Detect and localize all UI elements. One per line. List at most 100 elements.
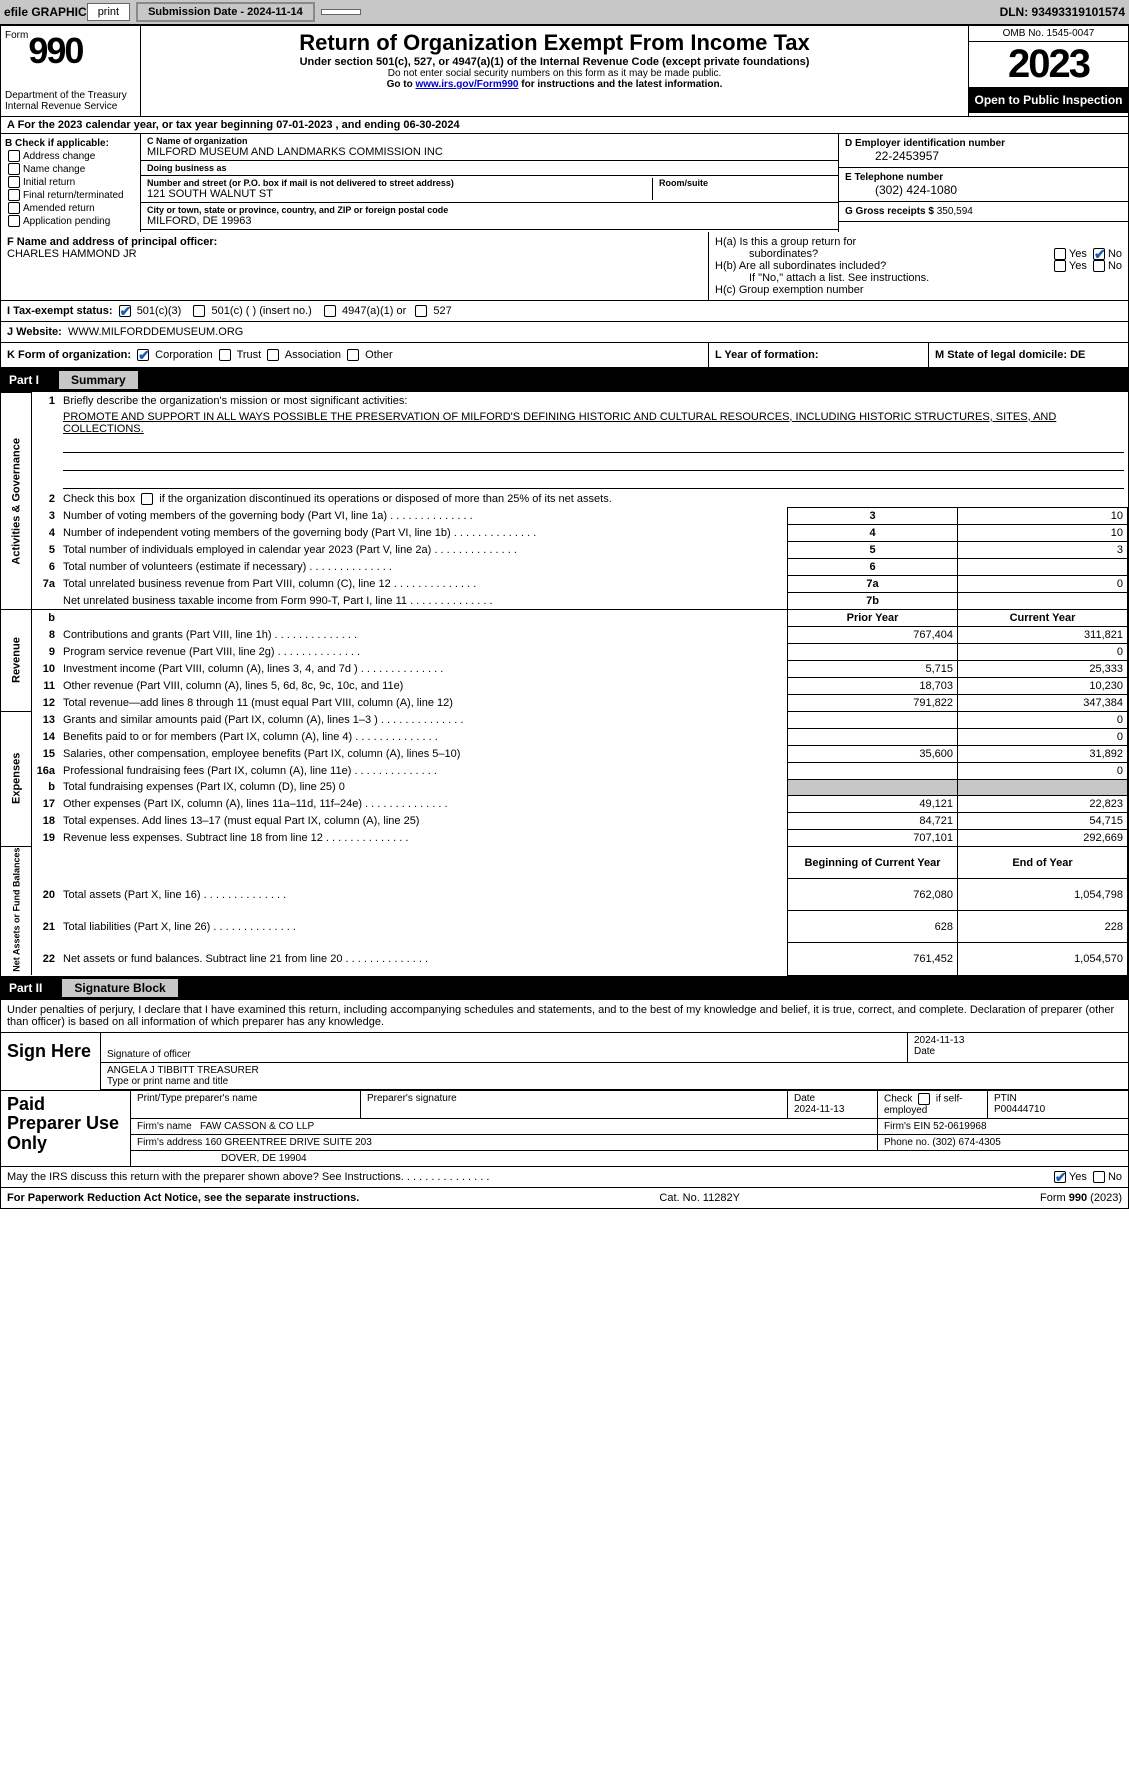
chk-501c3[interactable] [119,305,131,317]
room-label: Room/suite [659,178,828,188]
tax-year: 2023 [969,42,1128,87]
net20-boy: 762,080 [788,879,958,911]
section-de: D Employer identification number 22-2453… [838,134,1128,232]
exp16b-prior [788,779,958,795]
chk-discontinued[interactable] [141,493,153,505]
org-name: MILFORD MUSEUM AND LANDMARKS COMMISSION … [147,146,832,158]
chk-trust[interactable] [219,349,231,361]
discuss-no[interactable] [1093,1171,1105,1183]
part1-header: Part I Summary [1,368,1128,392]
ein: 22-2453957 [875,149,1122,163]
exp15-prior: 35,600 [788,745,958,762]
year-formation: L Year of formation: [715,349,819,361]
sidebar-expenses: Expenses [1,711,31,846]
hb-no[interactable] [1093,260,1105,272]
rev8-prior: 767,404 [788,626,958,643]
gross-receipts: 350,594 [937,206,973,217]
sign-here-label: Sign Here [1,1033,101,1090]
val-6 [958,558,1128,575]
chk-corp[interactable] [137,349,149,361]
val-4: 10 [958,524,1128,541]
exp13-prior [788,711,958,728]
paid-preparer-row: Paid Preparer Use Only Print/Type prepar… [1,1090,1128,1166]
goto-note: Go to www.irs.gov/Form990 for instructio… [145,79,964,90]
declaration: Under penalties of perjury, I declare th… [1,1000,1128,1032]
submission-date: Submission Date - 2024-11-14 [136,2,315,22]
exp18-prior: 84,721 [788,812,958,829]
sign-date: 2024-11-13 [914,1035,1122,1046]
omb-number: OMB No. 1545-0047 [969,26,1128,42]
line2: Check this box if the organization disco… [59,491,1128,508]
exp15-cur: 31,892 [958,745,1128,762]
ha-no[interactable] [1093,248,1105,260]
exp16b-cur [958,779,1128,795]
efile-label: efile GRAPHIC [4,5,87,19]
website: WWW.MILFORDDEMUSEUM.ORG [68,326,243,338]
chk-name-change[interactable]: Name change [5,163,136,175]
rev8-cur: 311,821 [958,626,1128,643]
hb-yes[interactable] [1054,260,1066,272]
open-to-public: Open to Public Inspection [969,87,1128,113]
summary-table: Activities & Governance 1 Briefly descri… [1,392,1128,975]
print-button[interactable]: print [87,3,130,21]
exp16a-cur: 0 [958,762,1128,779]
title-box: Return of Organization Exempt From Incom… [141,26,968,117]
subtitle: Under section 501(c), 527, or 4947(a)(1)… [145,56,964,68]
section-c: C Name of organization MILFORD MUSEUM AN… [141,134,838,232]
rev12-cur: 347,384 [958,694,1128,711]
val-5: 3 [958,541,1128,558]
firm-phone: (302) 674-4305 [932,1137,1000,1148]
net22-eoy: 1,054,570 [958,943,1128,975]
blank-line [63,457,1124,471]
exp17-prior: 49,121 [788,795,958,812]
chk-self-employed[interactable] [918,1093,930,1105]
section-f: F Name and address of principal officer:… [1,232,708,300]
form-990: 990 [28,30,82,71]
rev12-prior: 791,822 [788,694,958,711]
net21-eoy: 228 [958,911,1128,943]
line1-label: Briefly describe the organization's miss… [59,393,1128,409]
chk-amended[interactable]: Amended return [5,202,136,214]
header-row: Form990 Department of the Treasury Inter… [1,26,1128,117]
chk-other[interactable] [347,349,359,361]
chk-address-change[interactable]: Address change [5,150,136,162]
chk-assoc[interactable] [267,349,279,361]
prep-sig-label: Preparer's signature [361,1091,788,1118]
ha-yes[interactable] [1054,248,1066,260]
paid-preparer-label: Paid Preparer Use Only [1,1091,131,1166]
chk-app-pending[interactable]: Application pending [5,215,136,227]
rev10-cur: 25,333 [958,660,1128,677]
dept-label: Department of the Treasury Internal Reve… [5,90,136,112]
irs-link[interactable]: www.irs.gov/Form990 [415,79,518,90]
chk-4947[interactable] [324,305,336,317]
dln: DLN: 93493319101574 [1000,5,1125,19]
discuss-yes[interactable] [1054,1171,1066,1183]
part2-header: Part II Signature Block [1,976,1128,1000]
sig-officer-label: Signature of officer [107,1049,191,1060]
form-title: Return of Organization Exempt From Incom… [145,30,964,56]
year-box: OMB No. 1545-0047 2023 Open to Public In… [968,26,1128,117]
chk-initial-return[interactable]: Initial return [5,176,136,188]
exp13-cur: 0 [958,711,1128,728]
rev11-prior: 18,703 [788,677,958,694]
exp17-cur: 22,823 [958,795,1128,812]
ssn-note: Do not enter social security numbers on … [145,68,964,79]
exp19-cur: 292,669 [958,829,1128,846]
officer-name: CHARLES HAMMOND JR [7,248,702,260]
hb-note: If "No," attach a list. See instructions… [749,272,1122,284]
mission-text: PROMOTE AND SUPPORT IN ALL WAYS POSSIBLE… [59,409,1128,437]
row-klm: K Form of organization: Corporation Trus… [1,343,1128,368]
exp18-cur: 54,715 [958,812,1128,829]
blank-button [321,9,361,15]
val-7b [958,592,1128,609]
blank-line [63,439,1124,453]
chk-527[interactable] [415,305,427,317]
phone: (302) 424-1080 [875,183,1122,197]
firm-addr2: DOVER, DE 19904 [131,1151,1128,1166]
form-ref: Form 990 (2023) [1040,1192,1122,1204]
city: MILFORD, DE 19963 [147,215,452,227]
chk-final-return[interactable]: Final return/terminated [5,189,136,201]
discuss-row: May the IRS discuss this return with the… [1,1166,1128,1187]
chk-501c[interactable] [193,305,205,317]
row-fgh: F Name and address of principal officer:… [1,232,1128,301]
